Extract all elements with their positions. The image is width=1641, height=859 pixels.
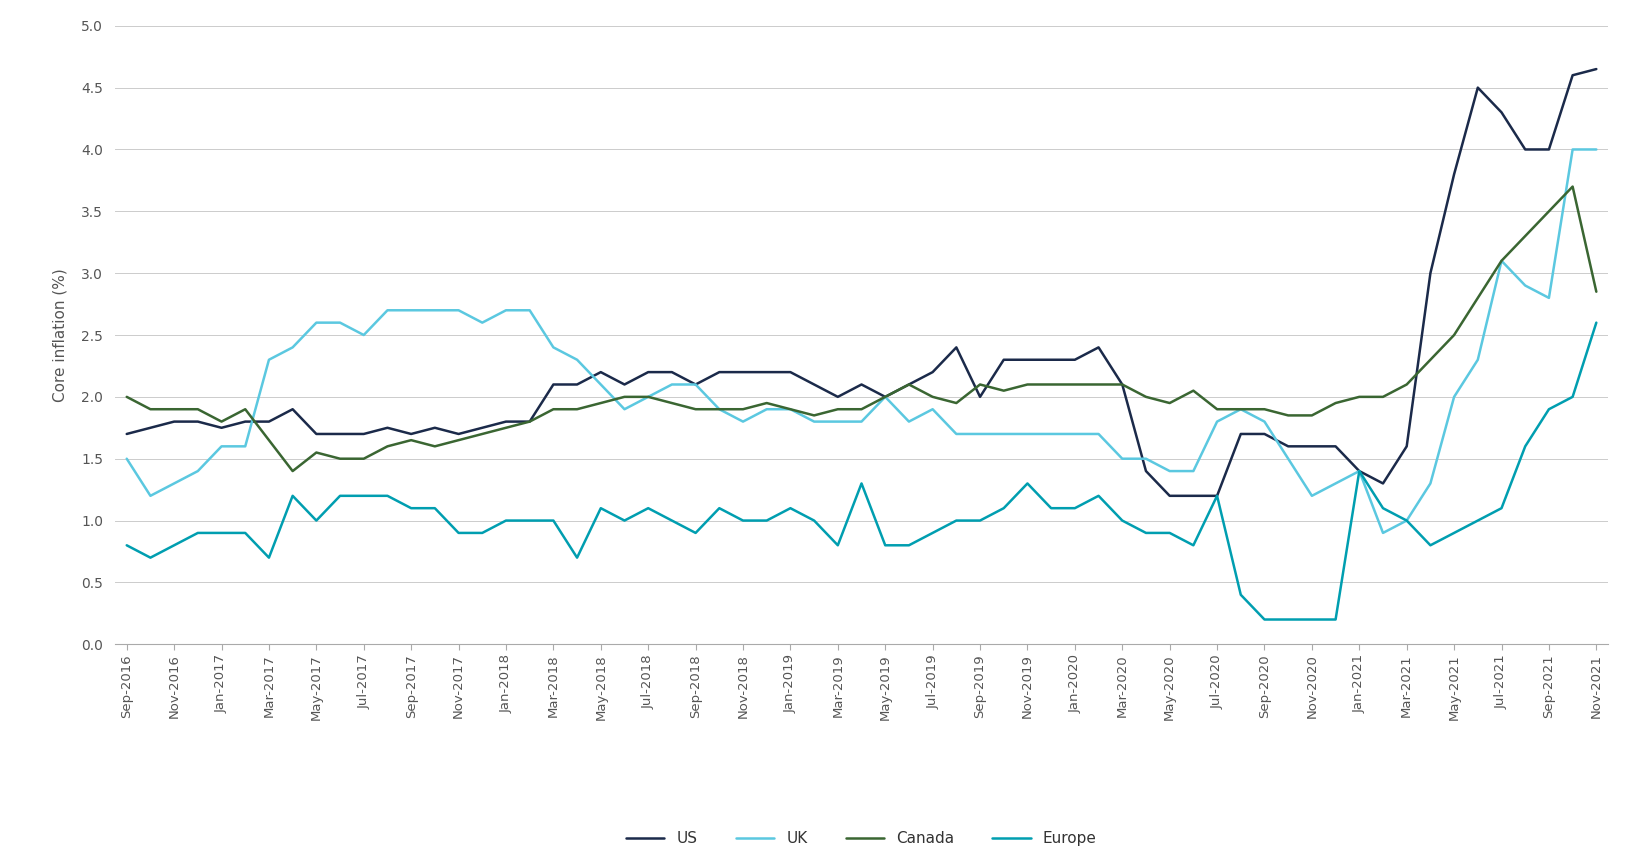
UK <box>1136 454 1155 464</box>
US <box>852 380 871 390</box>
Europe <box>568 552 587 563</box>
UK <box>852 417 871 427</box>
Canada <box>1562 181 1582 192</box>
US <box>520 417 540 427</box>
Canada <box>543 404 563 414</box>
Europe <box>1136 527 1155 538</box>
Europe <box>520 515 540 526</box>
Legend: US, UK, Canada, Europe: US, UK, Canada, Europe <box>620 825 1103 852</box>
UK <box>1587 144 1607 155</box>
UK <box>568 355 587 365</box>
Line: Canada: Canada <box>126 186 1597 471</box>
UK <box>1562 144 1582 155</box>
UK <box>117 454 136 464</box>
Europe <box>117 540 136 551</box>
Canada <box>1539 206 1559 216</box>
Canada <box>282 466 302 476</box>
US <box>1136 466 1155 476</box>
US <box>1562 70 1582 81</box>
Canada <box>875 392 894 402</box>
US <box>117 429 136 439</box>
Canada <box>591 398 610 408</box>
Europe <box>1255 614 1275 624</box>
Canada <box>829 404 848 414</box>
Y-axis label: Core inflation (%): Core inflation (%) <box>53 268 67 402</box>
Europe <box>804 515 824 526</box>
UK <box>1374 527 1393 538</box>
UK <box>1539 293 1559 303</box>
Canada <box>1160 398 1180 408</box>
Europe <box>1562 392 1582 402</box>
US <box>1160 490 1180 501</box>
Line: Europe: Europe <box>126 323 1597 619</box>
Canada <box>1587 287 1607 297</box>
US <box>568 380 587 390</box>
Line: US: US <box>126 69 1597 496</box>
Europe <box>852 478 871 489</box>
Canada <box>117 392 136 402</box>
Line: UK: UK <box>126 149 1597 533</box>
US <box>1587 64 1607 74</box>
Europe <box>1587 318 1607 328</box>
UK <box>520 305 540 315</box>
US <box>804 380 824 390</box>
UK <box>804 417 824 427</box>
